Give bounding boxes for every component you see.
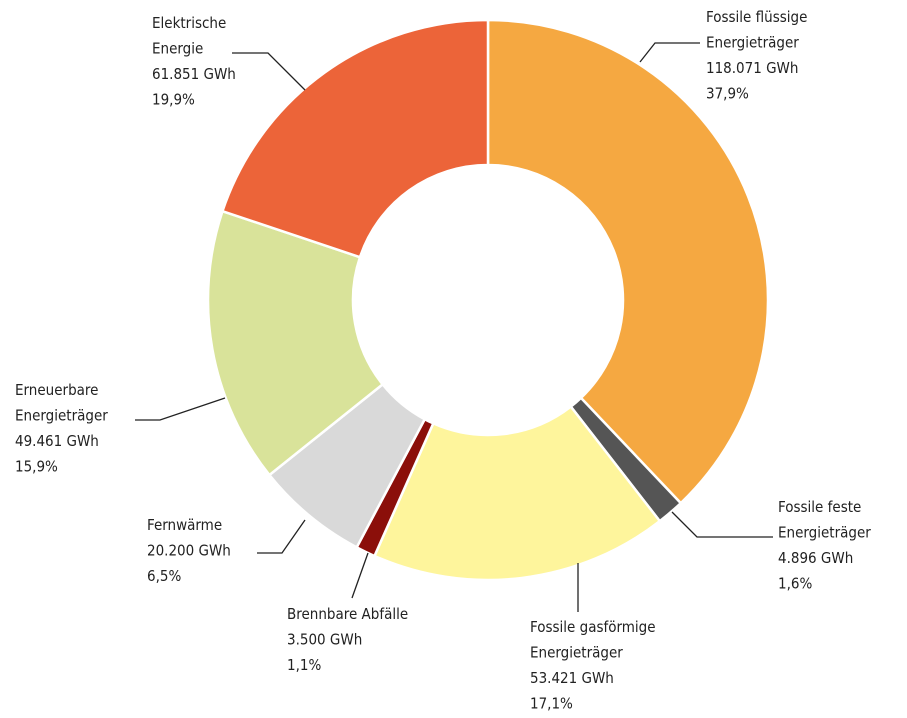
leader-line	[257, 519, 306, 554]
value-label: 118.071 GWh	[706, 59, 798, 77]
leader-line	[639, 42, 700, 63]
leader-line	[671, 511, 773, 538]
percent-label: 6,5%	[147, 567, 181, 585]
slice-label: Fossile feste	[778, 498, 861, 516]
slice-label: Fossile flüssige	[706, 8, 807, 26]
leader-line	[135, 397, 226, 421]
percent-label: 37,9%	[706, 85, 749, 103]
value-label: 3.500 GWh	[287, 631, 362, 649]
percent-label: 1,6%	[778, 575, 812, 593]
slice-label: Erneuerbare	[15, 381, 98, 399]
donut-segment	[372, 404, 662, 582]
slice-label: Brennbare Abfälle	[287, 605, 408, 623]
percent-label: 1,1%	[287, 656, 321, 674]
value-label: 53.421 GWh	[530, 669, 614, 687]
slice-label: Energieträger	[530, 644, 623, 662]
slice-label: Energieträger	[706, 34, 799, 52]
value-label: 20.200 GWh	[147, 542, 231, 560]
slice-label: Energie	[152, 40, 203, 58]
donut-segment	[486, 18, 770, 505]
slice-label: Elektrische	[152, 14, 226, 32]
slice-label: Energieträger	[15, 407, 108, 425]
percent-label: 15,9%	[15, 458, 58, 476]
percent-label: 17,1%	[530, 695, 573, 713]
slice-label: Fernwärme	[147, 516, 222, 534]
slice-label: Fossile gasförmige	[530, 618, 656, 636]
value-label: 4.896 GWh	[778, 549, 853, 567]
leader-line	[232, 52, 306, 91]
value-label: 49.461 GWh	[15, 432, 99, 450]
donut-segment	[206, 209, 385, 477]
donut-segment	[220, 18, 490, 259]
leader-line	[351, 552, 369, 599]
percent-label: 19,9%	[152, 91, 195, 109]
value-label: 61.851 GWh	[152, 65, 236, 83]
slice-label: Energieträger	[778, 524, 871, 542]
